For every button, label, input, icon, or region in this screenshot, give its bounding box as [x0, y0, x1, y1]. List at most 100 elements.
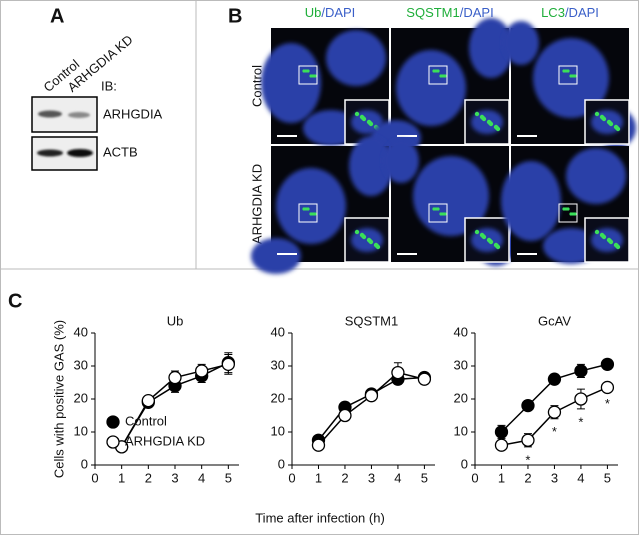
significance: * — [605, 396, 610, 411]
data-point — [494, 425, 509, 439]
puncta — [566, 69, 570, 73]
data-point — [547, 372, 562, 386]
marker-name: Ub — [305, 5, 322, 20]
nucleus — [533, 38, 609, 118]
x-tick-label: 1 — [118, 470, 125, 485]
puncta — [306, 207, 310, 211]
panel-label: B — [228, 5, 242, 27]
data-point — [521, 398, 535, 413]
counterstain-name: /DAPI — [321, 5, 355, 20]
data-point — [311, 438, 326, 452]
puncta — [443, 74, 447, 78]
puncta — [313, 212, 317, 216]
significance: * — [525, 452, 530, 467]
inset-puncta — [373, 242, 379, 248]
data-point — [338, 408, 352, 423]
inset-puncta — [613, 124, 619, 130]
y-tick-label: 40 — [454, 324, 468, 339]
roi-box — [558, 65, 578, 85]
data-point — [364, 389, 379, 403]
puncta — [436, 69, 440, 73]
inset-puncta — [594, 229, 600, 235]
micrograph — [261, 28, 390, 146]
inset-puncta — [366, 237, 372, 243]
data-point — [195, 364, 209, 378]
x-tick-label: 4 — [198, 470, 205, 485]
inset-puncta — [479, 232, 485, 238]
inset-puncta — [594, 111, 600, 117]
inset-puncta — [486, 237, 492, 243]
nucleus — [469, 18, 513, 78]
nucleus — [566, 148, 626, 204]
protein-label: ACTB — [103, 144, 138, 159]
x-tick-label: 3 — [551, 470, 558, 485]
x-tick-label: 5 — [604, 470, 611, 485]
nucleus — [349, 136, 393, 196]
inset-puncta — [599, 114, 605, 120]
x-tick-label: 5 — [421, 470, 428, 485]
y-tick-label: 20 — [74, 390, 88, 405]
micrograph — [501, 146, 630, 264]
y-tick-label: 30 — [74, 357, 88, 372]
x-tick-label: 0 — [91, 470, 98, 485]
panel-label: A — [50, 5, 64, 27]
inset-puncta — [606, 119, 612, 125]
x-tick-label: 5 — [225, 470, 232, 485]
y-tick-label: 30 — [271, 357, 285, 372]
inset-puncta — [354, 111, 360, 117]
roi-box — [428, 203, 448, 223]
counterstain-name: /DAPI — [460, 5, 494, 20]
row-label: ARHGDIA KD — [249, 164, 264, 244]
roi-box — [428, 65, 448, 85]
inset-puncta — [613, 242, 619, 248]
puncta — [306, 69, 310, 73]
nucleus — [503, 21, 539, 65]
data-point — [574, 392, 588, 406]
x-tick-label: 0 — [471, 470, 478, 485]
y-tick-label: 40 — [271, 324, 285, 339]
data-point — [547, 405, 562, 419]
nucleus — [383, 139, 419, 183]
data-point — [521, 433, 535, 447]
x-tick-label: 4 — [394, 470, 401, 485]
data-point — [494, 438, 509, 452]
x-tick-label: 3 — [368, 470, 375, 485]
puncta — [566, 207, 570, 211]
inset-puncta — [366, 119, 372, 125]
roi-box — [298, 203, 318, 223]
x-tick-label: 1 — [315, 470, 322, 485]
legend-marker — [106, 435, 120, 449]
inset-puncta — [493, 242, 499, 248]
nucleus — [413, 156, 489, 236]
y-tick-label: 0 — [461, 456, 468, 471]
inset-puncta — [486, 119, 492, 125]
panel-label: C — [8, 290, 22, 312]
data-point — [574, 364, 588, 378]
x-tick-label: 1 — [498, 470, 505, 485]
nucleus — [251, 238, 301, 274]
puncta — [573, 74, 577, 78]
micrograph — [251, 136, 393, 274]
inset-puncta — [474, 111, 480, 117]
y-tick-label: 0 — [278, 456, 285, 471]
data-point — [141, 393, 155, 408]
nucleus — [396, 50, 466, 126]
significance: * — [578, 414, 583, 429]
data-point — [600, 380, 615, 395]
inset-puncta — [493, 124, 499, 130]
chart-title: SQSTM1 — [345, 313, 398, 328]
y-axis-label: Cells with positive GAS (%) — [51, 320, 66, 478]
nucleus — [276, 168, 346, 244]
y-tick-label: 40 — [74, 324, 88, 339]
nucleus — [326, 30, 386, 86]
nucleus — [261, 43, 321, 123]
column-header: Ub/DAPI — [305, 5, 356, 20]
y-tick-label: 10 — [271, 423, 285, 438]
legend-marker — [106, 415, 120, 429]
data-point — [391, 365, 405, 380]
y-tick-label: 10 — [454, 423, 468, 438]
y-tick-label: 0 — [81, 456, 88, 471]
ib-label: IB: — [101, 78, 117, 93]
y-tick-label: 30 — [454, 357, 468, 372]
